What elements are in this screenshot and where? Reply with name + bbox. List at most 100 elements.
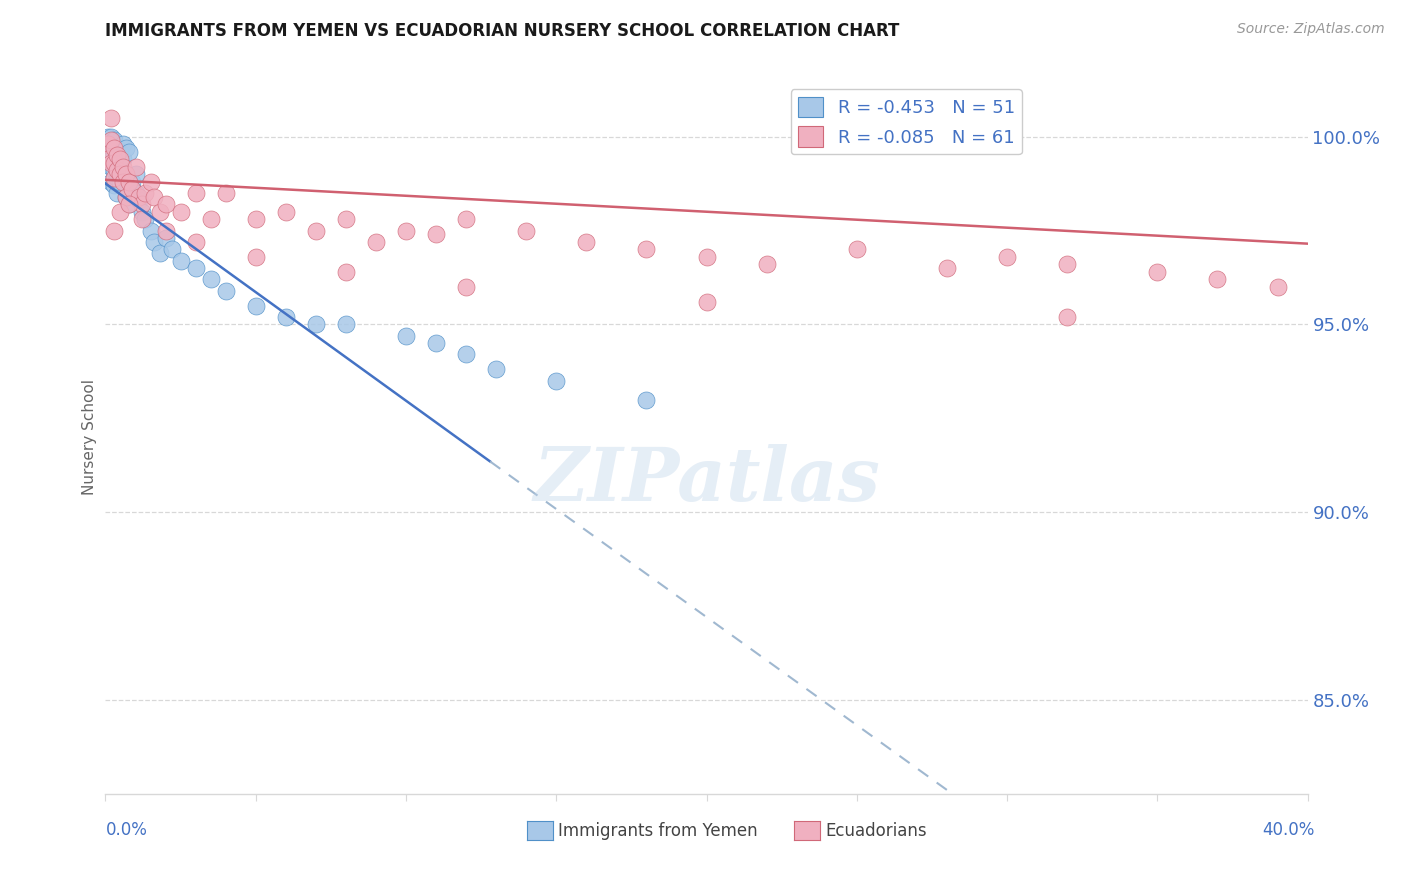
Point — [335, 318, 357, 332]
Point — [515, 223, 537, 237]
Point — [131, 197, 153, 211]
Point — [395, 223, 418, 237]
Point — [97, 129, 120, 144]
Point — [97, 141, 120, 155]
Point — [100, 175, 122, 189]
Text: 40.0%: 40.0% — [1263, 821, 1315, 838]
Point — [124, 160, 146, 174]
Point — [200, 212, 222, 227]
Point — [124, 186, 146, 200]
Point — [103, 141, 125, 155]
Point — [97, 137, 120, 152]
Point — [100, 133, 122, 147]
Point — [335, 212, 357, 227]
Point — [184, 235, 207, 249]
Point — [112, 175, 135, 189]
Point — [425, 336, 447, 351]
Point — [112, 167, 135, 181]
Point — [454, 347, 477, 361]
Point — [184, 186, 207, 200]
Point — [124, 167, 146, 181]
Point — [103, 163, 125, 178]
Point — [575, 235, 598, 249]
Point — [131, 204, 153, 219]
Point — [118, 197, 141, 211]
Point — [107, 148, 129, 162]
Point — [160, 242, 183, 256]
Point — [107, 141, 129, 155]
Point — [112, 152, 135, 166]
Point — [636, 242, 658, 256]
Point — [121, 175, 143, 189]
Point — [214, 284, 236, 298]
Point — [1056, 310, 1078, 324]
Point — [121, 182, 143, 196]
Point — [100, 111, 122, 125]
Point — [274, 204, 297, 219]
Point — [110, 167, 132, 181]
Point — [1267, 280, 1289, 294]
Point — [107, 186, 129, 200]
Point — [245, 299, 267, 313]
Point — [485, 362, 508, 376]
Point — [1206, 272, 1229, 286]
Point — [100, 145, 122, 159]
Point — [845, 242, 868, 256]
Point — [103, 148, 125, 162]
Point — [100, 129, 122, 144]
Point — [97, 152, 120, 166]
Point — [103, 170, 125, 185]
Point — [139, 223, 162, 237]
Point — [115, 141, 138, 155]
Point — [110, 175, 132, 189]
Point — [936, 261, 959, 276]
Point — [454, 280, 477, 294]
Point — [1146, 265, 1168, 279]
Point — [169, 204, 191, 219]
Point — [636, 392, 658, 407]
Point — [118, 145, 141, 159]
Text: 0.0%: 0.0% — [105, 821, 148, 838]
Point — [305, 318, 328, 332]
Point — [110, 204, 132, 219]
Text: IMMIGRANTS FROM YEMEN VS ECUADORIAN NURSERY SCHOOL CORRELATION CHART: IMMIGRANTS FROM YEMEN VS ECUADORIAN NURS… — [105, 22, 900, 40]
Point — [214, 186, 236, 200]
Text: ZIPatlas: ZIPatlas — [533, 443, 880, 516]
Point — [395, 328, 418, 343]
Point — [155, 223, 177, 237]
Point — [425, 227, 447, 242]
Point — [118, 175, 141, 189]
Point — [335, 265, 357, 279]
Y-axis label: Nursery School: Nursery School — [82, 379, 97, 495]
Point — [97, 137, 120, 152]
Point — [184, 261, 207, 276]
Text: Ecuadorians: Ecuadorians — [825, 822, 927, 839]
Point — [107, 156, 129, 170]
Point — [103, 156, 125, 170]
Point — [155, 231, 177, 245]
Point — [245, 250, 267, 264]
Point — [148, 246, 170, 260]
Point — [115, 167, 138, 181]
Point — [134, 186, 156, 200]
Point — [546, 374, 568, 388]
Text: Source: ZipAtlas.com: Source: ZipAtlas.com — [1237, 22, 1385, 37]
Point — [103, 178, 125, 193]
Point — [100, 160, 122, 174]
Point — [454, 212, 477, 227]
Point — [155, 197, 177, 211]
Point — [103, 133, 125, 147]
Point — [100, 156, 122, 170]
Point — [103, 223, 125, 237]
Point — [142, 190, 165, 204]
Point — [100, 152, 122, 166]
Point — [115, 190, 138, 204]
Point — [142, 235, 165, 249]
Point — [110, 160, 132, 174]
Point — [128, 190, 150, 204]
Point — [169, 253, 191, 268]
Point — [115, 190, 138, 204]
Point — [200, 272, 222, 286]
Point — [755, 257, 778, 271]
Point — [131, 212, 153, 227]
